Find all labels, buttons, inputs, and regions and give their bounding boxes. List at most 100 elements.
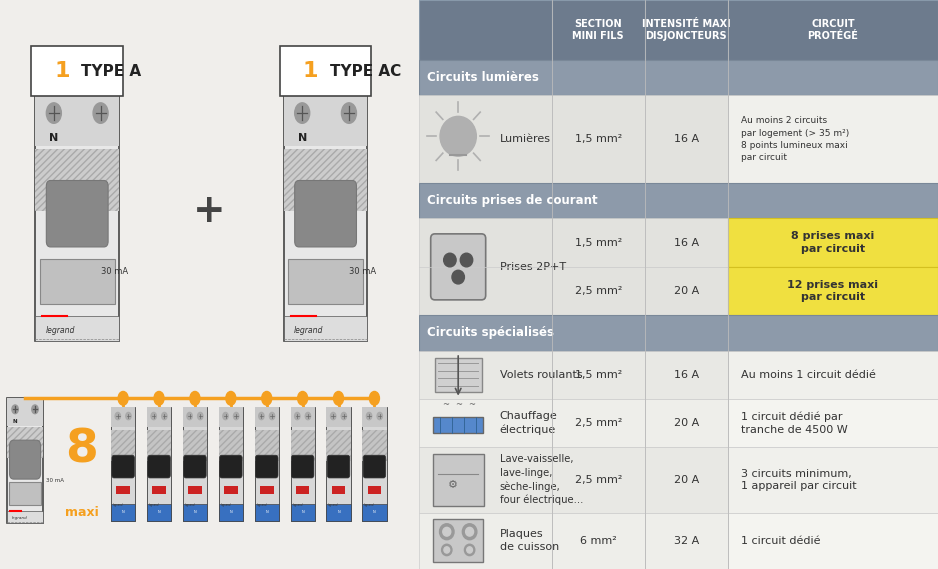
- Bar: [36, 316, 119, 341]
- Bar: [552, 95, 645, 183]
- Text: N: N: [49, 133, 58, 143]
- Bar: [111, 407, 135, 521]
- Bar: [254, 430, 279, 461]
- FancyBboxPatch shape: [432, 454, 484, 506]
- Circle shape: [189, 391, 200, 405]
- Text: CIRCUIT
PROTÉGÉ: CIRCUIT PROTÉGÉ: [808, 19, 858, 41]
- Bar: [332, 486, 345, 494]
- Text: legrand: legrand: [328, 502, 339, 507]
- Bar: [219, 504, 243, 521]
- FancyBboxPatch shape: [255, 455, 278, 478]
- Circle shape: [377, 413, 383, 420]
- Text: 1 circuit dédié: 1 circuit dédié: [741, 536, 821, 546]
- Text: legrand: legrand: [294, 327, 324, 335]
- Text: TYPE A: TYPE A: [82, 64, 142, 79]
- FancyBboxPatch shape: [363, 455, 386, 478]
- Text: legrand: legrand: [364, 502, 375, 507]
- Circle shape: [297, 391, 308, 405]
- Circle shape: [443, 527, 451, 536]
- FancyBboxPatch shape: [184, 455, 206, 478]
- Bar: [284, 316, 368, 341]
- FancyBboxPatch shape: [431, 234, 486, 300]
- Bar: [362, 504, 386, 521]
- Text: 30 mA: 30 mA: [46, 479, 65, 484]
- Text: ~: ~: [468, 400, 475, 409]
- Bar: [419, 218, 552, 315]
- Bar: [645, 267, 728, 315]
- Bar: [326, 430, 351, 461]
- Bar: [254, 407, 279, 521]
- Bar: [552, 351, 645, 399]
- Bar: [291, 407, 315, 427]
- Circle shape: [461, 253, 473, 267]
- Circle shape: [223, 413, 228, 420]
- Text: 16 A: 16 A: [673, 370, 699, 380]
- Text: 1,5 mm²: 1,5 mm²: [575, 370, 622, 380]
- Bar: [224, 486, 237, 494]
- Text: legrand: legrand: [293, 502, 303, 507]
- Text: legrand: legrand: [113, 502, 124, 507]
- Bar: [728, 399, 938, 447]
- Text: 2,5 mm²: 2,5 mm²: [575, 475, 622, 485]
- Bar: [728, 0, 938, 60]
- Text: ⚙: ⚙: [448, 480, 458, 489]
- FancyBboxPatch shape: [39, 259, 114, 304]
- Circle shape: [444, 253, 456, 267]
- Text: 20 A: 20 A: [673, 418, 699, 428]
- Bar: [31, 46, 123, 96]
- Text: Circuits lumières: Circuits lumières: [427, 71, 539, 84]
- Bar: [435, 358, 481, 392]
- Text: Au moins 2 circuits
par logement (> 35 m²)
8 points lumineux maxi
par circuit: Au moins 2 circuits par logement (> 35 m…: [741, 117, 849, 162]
- Bar: [260, 486, 274, 494]
- Text: N: N: [265, 510, 268, 514]
- Text: 20 A: 20 A: [673, 475, 699, 485]
- Bar: [183, 407, 207, 521]
- Bar: [419, 351, 552, 399]
- Circle shape: [440, 117, 477, 156]
- Bar: [219, 430, 243, 461]
- Text: Au moins 1 circuit dédié: Au moins 1 circuit dédié: [741, 370, 876, 380]
- Bar: [183, 430, 207, 461]
- Circle shape: [12, 405, 19, 414]
- Bar: [8, 398, 43, 426]
- Circle shape: [262, 391, 272, 405]
- Bar: [284, 91, 368, 146]
- Text: legrand: legrand: [46, 327, 75, 335]
- FancyBboxPatch shape: [295, 180, 356, 247]
- Circle shape: [440, 524, 454, 540]
- Bar: [645, 447, 728, 513]
- Bar: [111, 504, 135, 521]
- Circle shape: [465, 527, 474, 536]
- Circle shape: [151, 413, 157, 420]
- FancyBboxPatch shape: [112, 455, 134, 478]
- Bar: [728, 267, 938, 315]
- Text: 20 A: 20 A: [673, 286, 699, 296]
- Bar: [362, 430, 386, 461]
- Text: N: N: [337, 510, 340, 514]
- Bar: [362, 407, 386, 521]
- Bar: [645, 399, 728, 447]
- Bar: [8, 427, 43, 459]
- Circle shape: [198, 413, 203, 420]
- FancyBboxPatch shape: [219, 455, 242, 478]
- Bar: [147, 407, 171, 427]
- Circle shape: [341, 103, 356, 123]
- Bar: [645, 513, 728, 569]
- Circle shape: [295, 103, 310, 123]
- Bar: [284, 149, 368, 211]
- Bar: [419, 447, 552, 513]
- Text: INTENSITÉ MAXI
DISJONCTEURS: INTENSITÉ MAXI DISJONCTEURS: [643, 19, 731, 41]
- Bar: [419, 399, 552, 447]
- Circle shape: [154, 391, 164, 405]
- Text: 30 mA: 30 mA: [100, 267, 128, 276]
- FancyBboxPatch shape: [9, 482, 41, 505]
- Bar: [219, 407, 243, 427]
- Text: legrand: legrand: [185, 502, 195, 507]
- Text: Lave-vaisselle,
lave-linge,
sèche-linge,
four électrique...: Lave-vaisselle, lave-linge, sèche-linge,…: [500, 455, 583, 505]
- Text: 1,5 mm²: 1,5 mm²: [575, 134, 622, 144]
- Bar: [36, 91, 119, 146]
- Text: legrand: legrand: [149, 502, 159, 507]
- Bar: [111, 430, 135, 461]
- Text: 1: 1: [303, 61, 318, 81]
- FancyBboxPatch shape: [288, 259, 363, 304]
